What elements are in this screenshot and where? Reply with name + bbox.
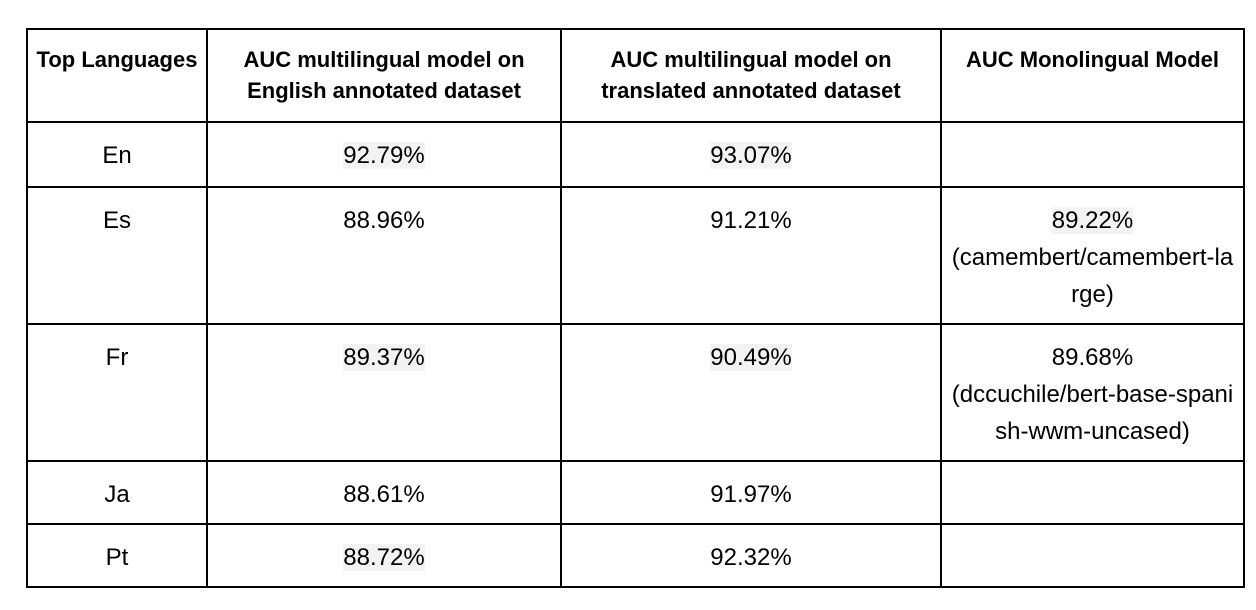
english-auc-cell: 89.37% [206, 323, 562, 462]
translated-auc-cell: 91.97% [560, 460, 942, 525]
translated-auc-value: 91.97% [710, 481, 792, 508]
english-auc-value: 92.79% [343, 142, 425, 169]
mono-auc-value: 89.22% [1051, 207, 1134, 234]
table-row: Ja 88.61% 91.97% [26, 460, 1245, 525]
language-cell: Fr [26, 323, 208, 462]
translated-auc-cell: 90.49% [560, 323, 942, 462]
language-cell: Ja [26, 460, 208, 525]
translated-auc-cell: 93.07% [560, 121, 942, 188]
english-auc-cell: 88.61% [206, 460, 562, 525]
mono-auc-cell [940, 523, 1245, 588]
english-auc-cell: 88.72% [206, 523, 562, 588]
mono-auc-cell [940, 460, 1245, 525]
language-cell: En [26, 121, 208, 188]
translated-auc-cell: 92.32% [560, 523, 942, 588]
mono-auc-cell: 89.68% (dccuchile/bert-base-spanish-wwm-u… [940, 323, 1245, 462]
header-auc-english: AUC multilingual model on English annota… [206, 28, 562, 123]
translated-auc-value: 90.49% [710, 344, 792, 371]
translated-auc-cell: 91.21% [560, 186, 942, 325]
english-auc-cell: 88.96% [206, 186, 562, 325]
header-top-languages: Top Languages [26, 28, 208, 123]
header-auc-monolingual: AUC Monolingual Model [940, 28, 1245, 123]
language-cell: Es [26, 186, 208, 325]
english-auc-value: 88.96% [343, 207, 425, 234]
english-auc-value: 89.37% [343, 344, 425, 371]
translated-auc-value: 93.07% [710, 142, 792, 169]
table-row: Es 88.96% 91.21% 89.22% (camembert/camemb… [26, 186, 1245, 325]
header-row: Top Languages AUC multilingual model on … [26, 28, 1245, 123]
auc-comparison-table: Top Languages AUC multilingual model on … [26, 28, 1245, 588]
english-auc-cell: 92.79% [206, 121, 562, 188]
mono-auc-cell [940, 121, 1245, 188]
header-auc-translated: AUC multilingual model on translated ann… [560, 28, 942, 123]
translated-auc-value: 91.21% [710, 207, 792, 234]
language-cell: Pt [26, 523, 208, 588]
mono-auc-cell: 89.22% (camembert/camembert-large) [940, 186, 1245, 325]
table-row: En 92.79% 93.07% [26, 121, 1245, 188]
english-auc-value: 88.61% [343, 481, 425, 508]
table-row: Fr 89.37% 90.49% 89.68% (dccuchile/bert-b… [26, 323, 1245, 462]
translated-auc-value: 92.32% [710, 544, 792, 571]
english-auc-value: 88.72% [343, 544, 425, 571]
mono-model-name: (dccuchile/bert-base-spanish-wwm-uncased… [951, 381, 1234, 445]
mono-auc-value: 89.68% [1051, 344, 1134, 371]
mono-model-name: (camembert/camembert-large) [951, 244, 1234, 308]
table-row: Pt 88.72% 92.32% [26, 523, 1245, 588]
